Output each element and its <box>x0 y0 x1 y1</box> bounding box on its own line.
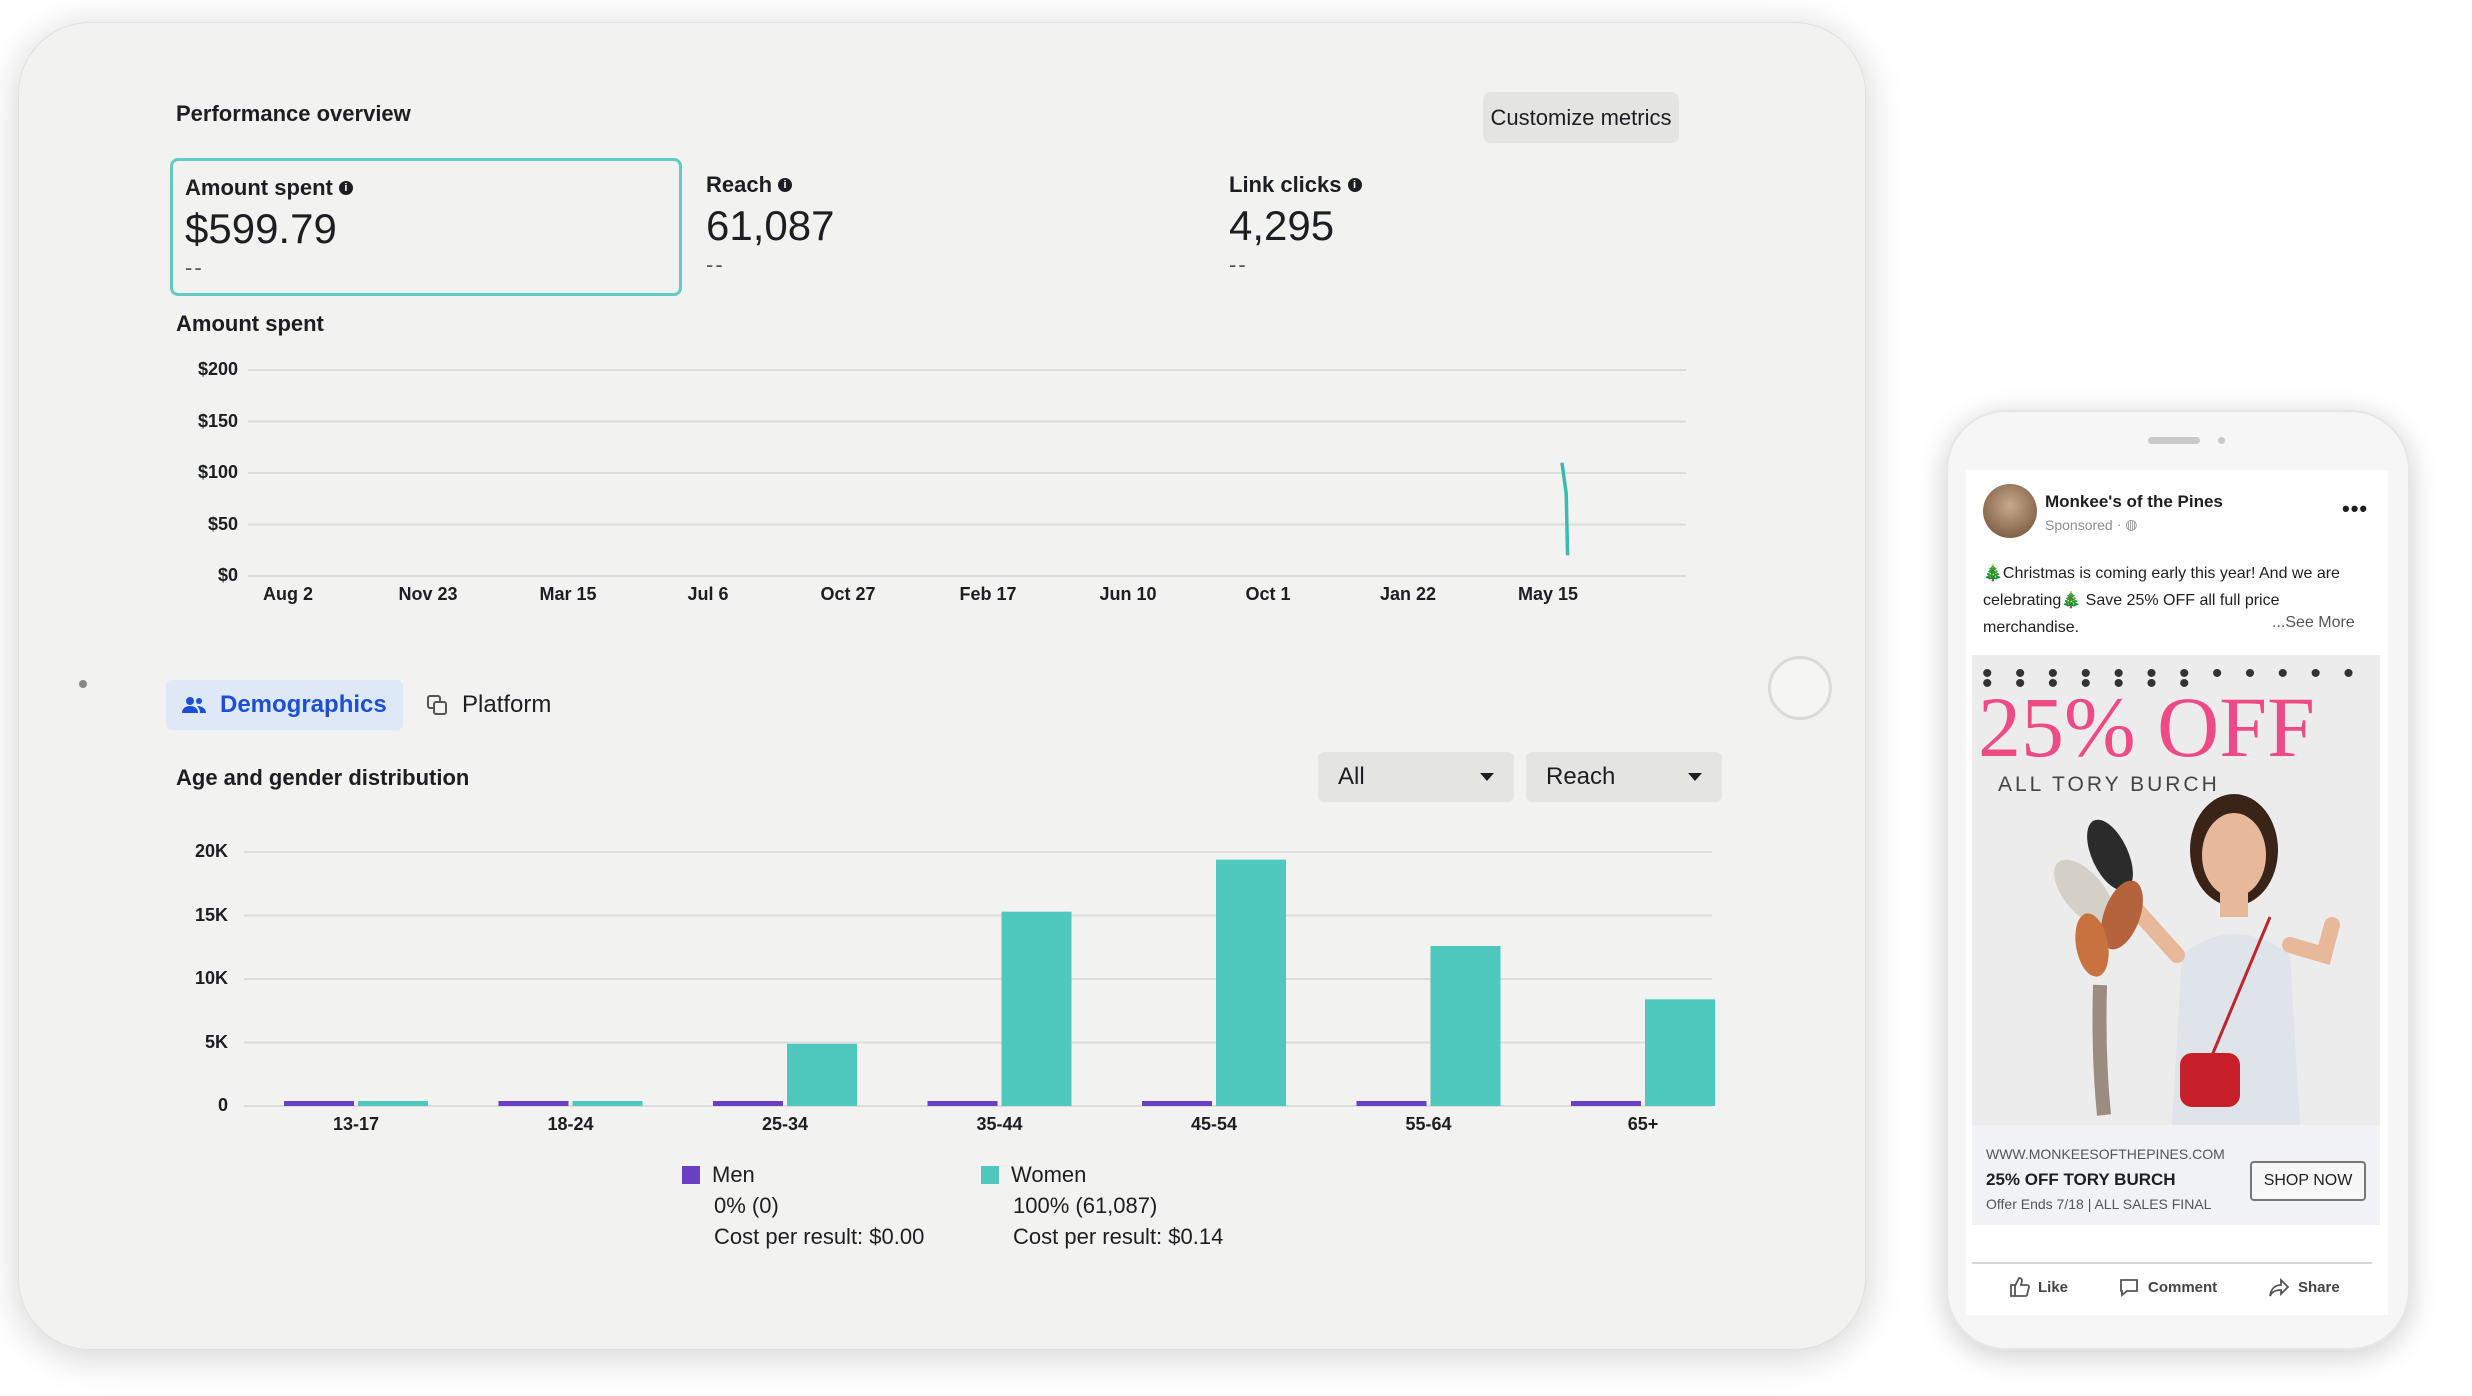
platform-icon <box>427 695 447 715</box>
x-tick-label: 18-24 <box>547 1114 594 1134</box>
legend-men: Men 0% (0) Cost per result: $0.00 <box>682 1159 924 1252</box>
women-swatch <box>981 1166 999 1184</box>
metric-label: Link clicks <box>1229 172 1342 197</box>
legend-men-label: Men <box>712 1162 755 1187</box>
comment-label: Comment <box>2148 1278 2218 1296</box>
y-tick-label: 15K <box>194 904 228 925</box>
tab-platform[interactable]: Platform <box>410 680 567 730</box>
phone-camera <box>2218 437 2225 444</box>
metric-label: Amount spent <box>185 175 333 200</box>
ad-image[interactable]: • • • • • • • • • • • • • • • • • • • 25… <box>1972 655 2380 1125</box>
link-title: 25% OFF TORY BURCH <box>1986 1170 2176 1189</box>
x-tick-label: Jun 10 <box>1099 584 1157 604</box>
x-tick-label: Aug 2 <box>262 584 313 604</box>
chevron-down-icon <box>1688 773 1702 781</box>
filter-select[interactable]: All <box>1318 752 1514 802</box>
ad-headline-sub: ALL TORY BURCH <box>1998 773 2220 796</box>
y-tick-label: $150 <box>197 410 238 431</box>
phone-speaker <box>2148 437 2200 444</box>
metric-select-value: Reach <box>1546 763 1616 790</box>
x-tick-label: Oct 1 <box>1245 584 1291 604</box>
info-icon[interactable]: i <box>1347 178 1362 192</box>
legend-men-cost: Cost per result: $0.00 <box>714 1224 925 1249</box>
x-tick-label: Feb 17 <box>959 584 1017 604</box>
link-description: Offer Ends 7/18 | ALL SALES FINAL <box>1986 1196 2212 1212</box>
metric-card-amount-spent[interactable]: Amount spent i $599.79 -- <box>170 158 682 296</box>
thumbs-up-icon <box>2010 1277 2030 1297</box>
customize-metrics-button[interactable]: Customize metrics <box>1483 92 1679 143</box>
legend-men-value: 0% (0) <box>714 1193 779 1218</box>
shop-now-button[interactable]: SHOP NOW <box>2250 1161 2366 1201</box>
y-tick-label: $100 <box>197 462 238 482</box>
metric-compare: -- <box>185 255 204 280</box>
ad-headline-big: 25% OFF <box>1978 679 2315 775</box>
globe-icon: · ◍ <box>2116 516 2138 532</box>
like-button[interactable]: Like <box>2008 1276 2068 1298</box>
x-tick-label: Mar 15 <box>539 584 597 604</box>
legend-women-value: 100% (61,087) <box>1013 1193 1158 1218</box>
metric-label: Reach <box>706 172 773 197</box>
legend-women-label: Women <box>1011 1162 1087 1187</box>
share-label: Share <box>2298 1278 2340 1296</box>
tablet-home-button[interactable] <box>1768 656 1832 720</box>
x-tick-label: 65+ <box>1627 1114 1659 1134</box>
x-tick-label: Jul 6 <box>687 584 729 604</box>
metric-compare: -- <box>706 252 725 277</box>
metric-value: 61,087 <box>706 202 835 249</box>
tab-demographics[interactable]: Demographics <box>166 680 403 730</box>
y-tick-label: $0 <box>217 565 238 585</box>
x-tick-label: 13-17 <box>332 1114 380 1134</box>
spend-chart-title: Amount spent <box>176 311 324 336</box>
action-divider <box>1972 1262 2372 1264</box>
ad-model-photo <box>2054 794 2340 1125</box>
legend-women: Women 100% (61,087) Cost per result: $0.… <box>981 1159 1223 1252</box>
like-label: Like <box>2038 1278 2069 1296</box>
metric-compare: -- <box>1229 252 1248 277</box>
page-name[interactable]: Monkee's of the Pines <box>2045 492 2223 511</box>
tab-platform-label: Platform <box>462 691 552 718</box>
people-icon <box>182 697 206 713</box>
link-url: WWW.MONKEESOFTHEPINES.COM <box>1986 1146 2225 1162</box>
x-tick-label: Nov 23 <box>398 584 458 604</box>
comment-button[interactable]: Comment <box>2118 1276 2217 1298</box>
y-tick-label: $200 <box>197 359 238 379</box>
y-tick-label: 20K <box>194 841 228 861</box>
tablet-camera <box>79 680 87 688</box>
performance-overview-title: Performance overview <box>176 101 411 126</box>
metric-select[interactable]: Reach <box>1526 752 1722 802</box>
age-gender-title: Age and gender distribution <box>176 765 470 790</box>
share-button[interactable]: Share <box>2268 1276 2340 1298</box>
x-tick-label: May 15 <box>1517 584 1579 604</box>
metric-card-link-clicks[interactable]: Link clicks i 4,295 -- <box>1217 158 1677 296</box>
legend-women-cost: Cost per result: $0.14 <box>1013 1224 1224 1249</box>
x-tick-label: 35-44 <box>976 1114 1023 1134</box>
page-avatar[interactable] <box>1983 484 2037 538</box>
spend-series-line <box>1560 462 1570 556</box>
chevron-down-icon <box>1480 773 1494 781</box>
y-tick-label: $50 <box>207 513 238 534</box>
x-tick-label: 45-54 <box>1190 1114 1238 1134</box>
metric-value: 4,295 <box>1229 202 1335 249</box>
share-icon <box>2269 1277 2290 1297</box>
metric-value: $599.79 <box>185 205 337 252</box>
x-tick-label: 25-34 <box>761 1114 809 1134</box>
ad-body-text: 🎄Christmas is coming early this year! An… <box>1983 565 2340 636</box>
info-icon[interactable]: i <box>338 181 353 195</box>
filter-select-value: All <box>1338 763 1365 790</box>
x-tick-label: Oct 27 <box>820 584 876 604</box>
y-tick-label: 0 <box>217 1095 228 1115</box>
x-tick-label: 55-64 <box>1405 1114 1452 1134</box>
x-tick-label: Jan 22 <box>1379 584 1437 604</box>
y-tick-label: 10K <box>194 968 228 988</box>
more-options-icon[interactable]: ••• <box>2342 496 2369 521</box>
y-tick-label: 5K <box>204 1031 228 1052</box>
info-icon[interactable]: i <box>778 178 793 192</box>
men-swatch <box>682 1166 700 1184</box>
tab-demographics-label: Demographics <box>220 691 387 718</box>
metric-card-reach[interactable]: Reach i 61,087 -- <box>694 158 1194 296</box>
see-more-link[interactable]: ...See More <box>2272 614 2355 631</box>
comment-icon <box>2120 1279 2138 1297</box>
sponsored-label: Sponsored <box>2045 516 2113 533</box>
